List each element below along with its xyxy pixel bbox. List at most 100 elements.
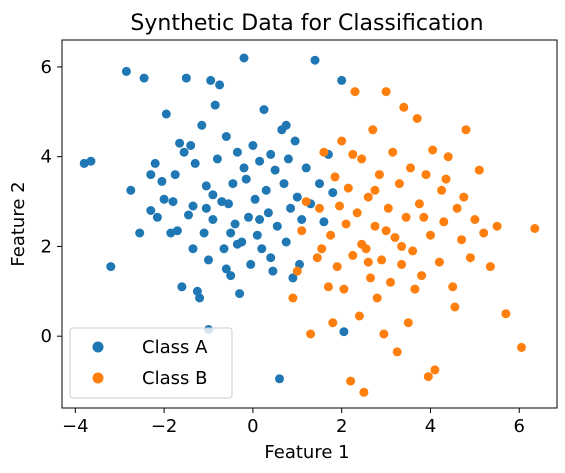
point-class-b-54 bbox=[439, 217, 449, 227]
point-class-b-26 bbox=[366, 273, 375, 283]
point-class-a-43 bbox=[239, 53, 249, 63]
point-class-b-2 bbox=[297, 226, 307, 236]
point-class-b-23 bbox=[359, 387, 369, 397]
point-class-b-33 bbox=[383, 203, 393, 213]
point-class-b-13 bbox=[337, 136, 347, 146]
point-class-b-78 bbox=[317, 244, 327, 254]
point-class-b-28 bbox=[370, 221, 380, 231]
point-class-b-22 bbox=[357, 154, 367, 164]
point-class-a-1 bbox=[86, 156, 96, 166]
point-class-a-52 bbox=[259, 105, 269, 115]
point-class-a-66 bbox=[290, 136, 300, 146]
point-class-b-9 bbox=[326, 230, 336, 240]
point-class-b-1 bbox=[292, 266, 302, 276]
point-class-b-29 bbox=[372, 293, 382, 303]
x-tick-label: 0 bbox=[247, 416, 258, 437]
point-class-a-25 bbox=[199, 228, 209, 238]
point-class-b-16 bbox=[343, 183, 353, 193]
point-class-a-89 bbox=[168, 197, 178, 207]
point-class-b-5 bbox=[312, 253, 322, 263]
point-class-b-3 bbox=[301, 197, 311, 207]
point-class-b-44 bbox=[408, 246, 418, 256]
point-class-a-8 bbox=[150, 158, 160, 168]
point-class-a-57 bbox=[270, 165, 280, 175]
point-class-b-17 bbox=[346, 376, 356, 386]
point-class-a-7 bbox=[146, 170, 156, 180]
point-class-b-65 bbox=[492, 221, 502, 231]
x-tick-label: 6 bbox=[514, 416, 525, 437]
point-class-a-37 bbox=[226, 271, 236, 281]
points-layer bbox=[79, 53, 540, 397]
point-class-a-73 bbox=[319, 217, 329, 227]
point-class-b-80 bbox=[410, 284, 420, 294]
legend-marker-class-a bbox=[92, 341, 104, 353]
point-class-b-15 bbox=[341, 219, 351, 229]
point-class-b-60 bbox=[465, 253, 475, 263]
point-class-b-31 bbox=[377, 255, 387, 265]
point-class-a-18 bbox=[184, 210, 193, 220]
point-class-a-34 bbox=[219, 244, 229, 254]
point-class-a-54 bbox=[263, 208, 273, 218]
point-class-b-62 bbox=[474, 165, 484, 175]
point-class-a-19 bbox=[186, 141, 196, 150]
point-class-b-79 bbox=[348, 149, 358, 159]
point-class-a-58 bbox=[272, 221, 282, 231]
point-class-b-55 bbox=[443, 152, 453, 162]
point-class-b-30 bbox=[374, 170, 384, 180]
point-class-b-77 bbox=[441, 174, 451, 184]
point-class-a-83 bbox=[255, 215, 265, 224]
point-class-a-85 bbox=[146, 206, 156, 215]
legend-box bbox=[69, 327, 233, 399]
point-class-a-53 bbox=[261, 185, 271, 195]
point-class-b-48 bbox=[421, 170, 431, 180]
legend-label-class-b: Class B bbox=[142, 368, 207, 389]
point-class-a-49 bbox=[252, 230, 262, 240]
point-class-b-51 bbox=[430, 365, 440, 375]
point-class-b-69 bbox=[450, 302, 460, 312]
point-class-b-50 bbox=[428, 145, 438, 155]
point-class-a-21 bbox=[190, 158, 200, 168]
y-tick-label: 2 bbox=[41, 236, 52, 257]
point-class-a-71 bbox=[310, 55, 320, 65]
x-axis-label: Feature 1 bbox=[264, 442, 349, 463]
point-class-a-39 bbox=[230, 219, 240, 229]
point-class-a-46 bbox=[246, 259, 256, 269]
x-tick-label: 4 bbox=[425, 416, 436, 437]
point-class-a-61 bbox=[279, 179, 289, 189]
point-class-a-36 bbox=[224, 199, 233, 209]
point-class-a-24 bbox=[197, 120, 207, 130]
point-class-a-45 bbox=[244, 212, 253, 222]
point-class-b-34 bbox=[386, 277, 395, 287]
point-class-a-81 bbox=[208, 190, 218, 200]
point-class-b-47 bbox=[417, 271, 427, 281]
point-class-a-31 bbox=[212, 154, 222, 164]
point-class-b-6 bbox=[315, 203, 324, 213]
point-class-a-68 bbox=[297, 215, 307, 224]
point-class-b-76 bbox=[419, 212, 429, 222]
point-class-a-30 bbox=[210, 100, 220, 110]
y-tick-label: 6 bbox=[41, 57, 52, 78]
legend: Class A Class B bbox=[69, 327, 233, 399]
point-class-a-17 bbox=[181, 73, 191, 83]
point-class-b-40 bbox=[399, 102, 409, 112]
point-class-b-52 bbox=[434, 257, 444, 267]
point-class-b-32 bbox=[381, 87, 391, 97]
point-class-b-8 bbox=[323, 282, 333, 292]
point-class-a-23 bbox=[195, 293, 205, 303]
point-class-b-81 bbox=[459, 192, 469, 202]
point-class-a-63 bbox=[283, 154, 293, 164]
point-class-a-80 bbox=[175, 138, 185, 148]
point-class-a-4 bbox=[126, 185, 136, 195]
point-class-b-7 bbox=[319, 147, 329, 157]
y-tick-label: 4 bbox=[41, 147, 52, 168]
point-class-b-41 bbox=[401, 212, 411, 222]
point-class-a-38 bbox=[228, 179, 238, 189]
x-tick-label: −4 bbox=[62, 416, 89, 437]
point-class-a-75 bbox=[328, 188, 338, 198]
point-class-a-62 bbox=[281, 237, 291, 247]
point-class-b-66 bbox=[501, 309, 511, 319]
point-class-a-91 bbox=[281, 120, 291, 130]
point-class-a-13 bbox=[170, 170, 180, 180]
point-class-b-73 bbox=[357, 239, 367, 249]
point-class-b-36 bbox=[390, 233, 400, 242]
